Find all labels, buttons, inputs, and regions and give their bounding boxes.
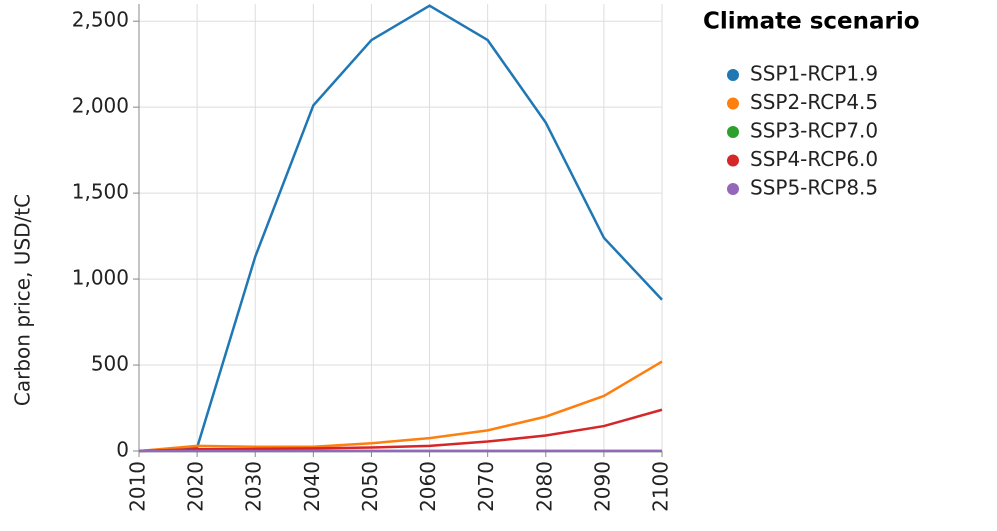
y-tick-label: 2,500 — [72, 8, 129, 32]
x-tick-label: 2020 — [184, 461, 208, 512]
x-tick-label: 2030 — [242, 461, 266, 512]
x-tick-label: 2070 — [474, 461, 498, 512]
y-tick-label: 1,000 — [72, 266, 129, 290]
x-tick-label: 2080 — [532, 461, 556, 512]
legend-title: Climate scenario — [703, 9, 920, 35]
x-tick-label: 2090 — [590, 461, 614, 512]
legend-symbol — [727, 97, 739, 110]
y-axis-label: Carbon price, USD/tC — [11, 194, 35, 406]
x-tick-label: 2050 — [358, 461, 382, 512]
y-tick-label: 2,000 — [72, 94, 129, 118]
y-tick-label: 1,500 — [72, 180, 129, 204]
legend-label: SSP3-RCP7.0 — [750, 119, 878, 143]
legend-label: SSP2-RCP4.5 — [750, 90, 878, 114]
legend-label: SSP4-RCP6.0 — [750, 147, 878, 171]
x-tick-label: 2010 — [126, 461, 150, 512]
y-tick-label: 0 — [116, 438, 129, 462]
x-tick-label: 2100 — [649, 461, 673, 512]
legend-symbol — [727, 69, 739, 81]
series-line — [138, 408, 663, 453]
series-line — [138, 360, 663, 453]
series-line — [138, 4, 663, 453]
legend-label: SSP1-RCP1.9 — [750, 62, 878, 86]
legend-symbol — [727, 126, 739, 138]
x-tick-label: 2040 — [300, 461, 324, 512]
legend-symbol — [727, 154, 739, 167]
legend-label: SSP5-RCP8.5 — [750, 176, 878, 200]
x-tick-label: 2060 — [416, 461, 440, 512]
y-tick-label: 500 — [91, 352, 129, 376]
legend-symbol — [727, 183, 739, 195]
